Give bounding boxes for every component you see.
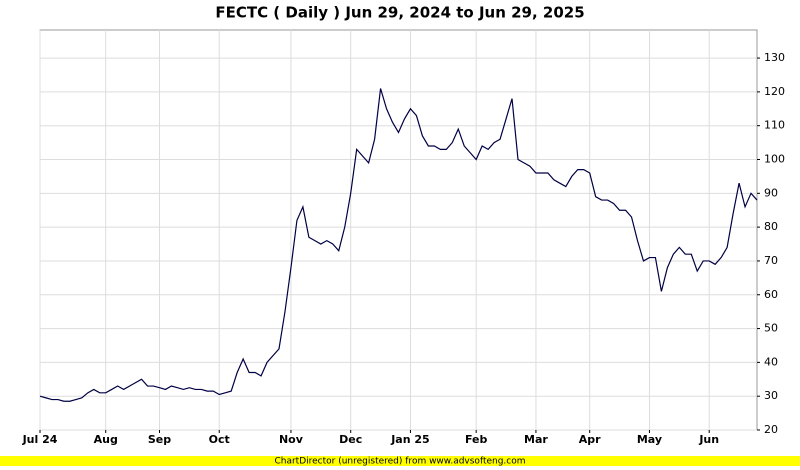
x-tick-label: Feb xyxy=(465,433,488,446)
y-tick-label: 20 xyxy=(764,423,778,436)
footer-bar xyxy=(0,456,800,466)
y-tick-label: 70 xyxy=(764,254,778,267)
y-tick-label: 120 xyxy=(764,85,785,98)
x-tick-label: Sep xyxy=(148,433,171,446)
y-tick-label: 40 xyxy=(764,355,778,368)
x-tick-label: Oct xyxy=(209,433,230,446)
y-tick-label: 110 xyxy=(764,119,785,132)
x-tick-label: May xyxy=(637,433,662,446)
x-tick-label: Aug xyxy=(94,433,118,446)
y-tick-label: 60 xyxy=(764,288,778,301)
price-line xyxy=(39,88,758,402)
chart-title: FECTC ( Daily ) Jun 29, 2024 to Jun 29, … xyxy=(215,4,584,22)
x-tick-label: Jan 25 xyxy=(390,433,429,446)
x-tick-label: Mar xyxy=(524,433,548,446)
x-tick-label: Dec xyxy=(339,433,362,446)
y-tick-label: 90 xyxy=(764,186,778,199)
x-tick-label: Apr xyxy=(579,433,601,446)
x-tick-label: Jul 24 xyxy=(22,433,58,446)
x-tick-label: Jun xyxy=(698,433,719,446)
y-tick-label: 100 xyxy=(764,153,785,166)
x-tick-label: Nov xyxy=(279,433,304,446)
y-tick-label: 130 xyxy=(764,51,785,64)
y-tick-label: 80 xyxy=(764,220,778,233)
footer: ChartDirector (unregistered) from www.ad… xyxy=(274,457,525,467)
y-tick-label: 30 xyxy=(764,389,778,402)
y-tick-label: 50 xyxy=(764,322,778,335)
